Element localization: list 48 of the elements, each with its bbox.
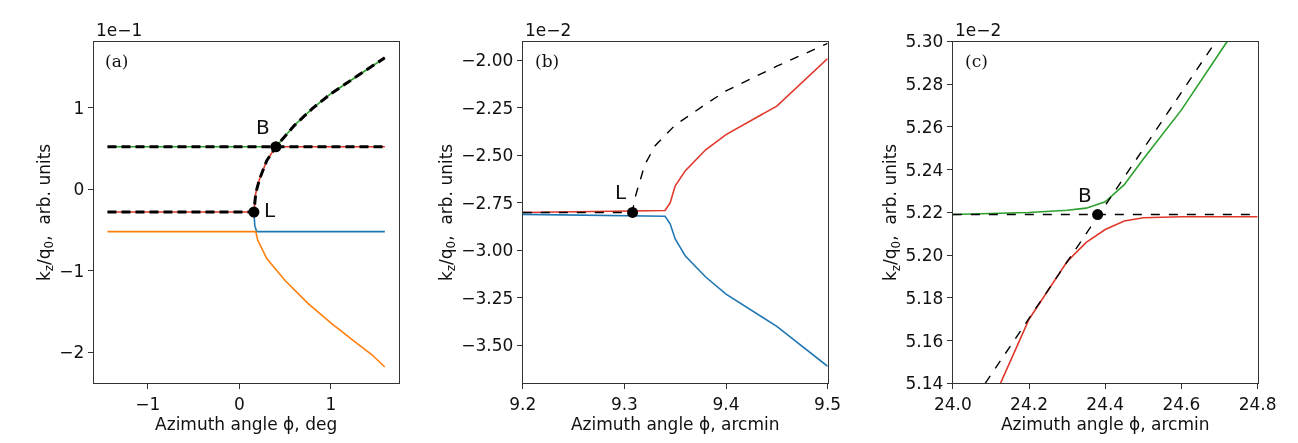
annotation: (b): [535, 51, 560, 71]
annotation: L: [615, 180, 627, 204]
y-tick-label: 5.22: [905, 202, 944, 223]
annotation: (a): [105, 51, 129, 71]
line-series: [106, 230, 386, 368]
annotation: B: [1078, 183, 1092, 207]
y-tick-label: −3.00: [461, 240, 514, 261]
y-tick-label: −2.25: [461, 97, 514, 118]
x-tick-label: 1: [325, 393, 337, 414]
y-tick-label: 5.16: [905, 330, 944, 351]
y-tick-label: −3.50: [461, 335, 514, 356]
y-tick-label: −1: [59, 260, 85, 281]
y-tick-label: −3.25: [461, 287, 514, 308]
y-tick-label: −2.75: [461, 192, 514, 213]
y-tick-label: 5.20: [905, 245, 944, 266]
line-series: [522, 213, 828, 368]
text: 1e−1: [96, 20, 143, 40]
x-axis-title: Azimuth angle ϕ, arcmin: [1001, 413, 1210, 434]
y-tick-label: 5.24: [905, 159, 944, 180]
x-axis-title: Azimuth angle ϕ, arcmin: [570, 413, 780, 434]
x-tick-label: −1: [135, 393, 161, 414]
text: 1e−2: [525, 20, 572, 40]
x-tick-label: 0: [233, 393, 245, 414]
x-tick-label: 9.2: [509, 393, 537, 414]
y-tick-label: 5.18: [905, 287, 944, 308]
x-axis-title: Azimuth angle ϕ, deg: [155, 413, 338, 434]
x-tick-label: 24.4: [1086, 393, 1125, 414]
x-tick-label: 9.5: [814, 393, 842, 414]
y-tick-label: 1: [73, 97, 85, 118]
y-tick-label: −2.50: [461, 145, 514, 166]
y-tick-label: −2: [59, 342, 85, 363]
line-series: [999, 215, 1258, 384]
y-tick-label: 5.30: [905, 31, 944, 52]
x-tick-label: 24.2: [1010, 393, 1048, 414]
annotation: L: [264, 198, 276, 222]
x-tick-label: 9.4: [712, 393, 740, 414]
x-tick-label: 24.6: [1162, 393, 1201, 414]
y-tick-label: 5.28: [905, 74, 944, 95]
y-tick-label: 5.14: [905, 373, 944, 394]
y-tick-label: 5.26: [905, 116, 944, 137]
x-tick-label: 9.3: [610, 393, 638, 414]
x-tick-label: 24.0: [933, 393, 972, 414]
y-tick-label: −2.00: [461, 50, 514, 71]
annotation: B: [256, 115, 270, 139]
annotation: (c): [965, 51, 988, 71]
text: 1e−2: [955, 20, 1002, 40]
x-tick-label: 24.8: [1238, 393, 1277, 414]
y-tick-label: 0: [73, 179, 85, 200]
